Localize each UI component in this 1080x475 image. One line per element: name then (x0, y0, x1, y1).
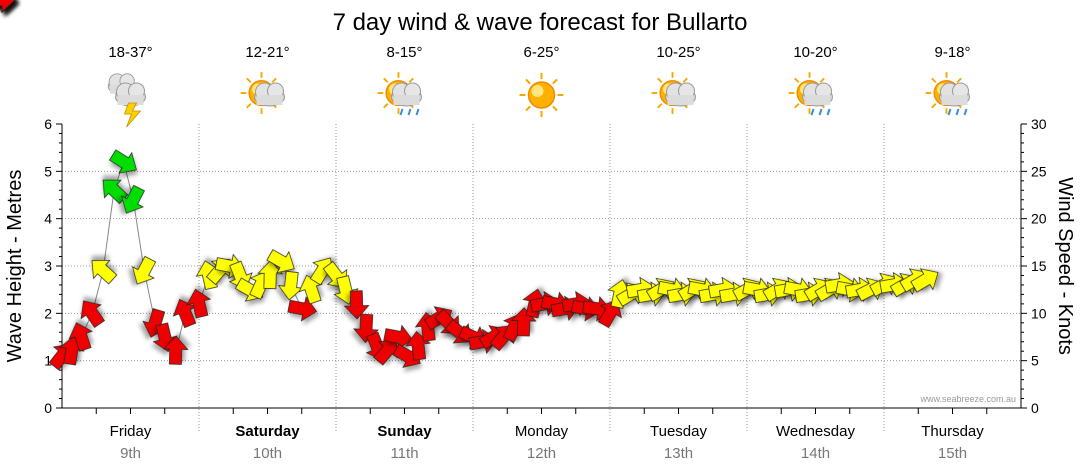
storm-icon (107, 73, 146, 128)
wind-arrow (80, 300, 105, 328)
day-date: 10th (253, 445, 282, 462)
right-tick-label: 0 (1031, 400, 1039, 416)
rain-drop (947, 108, 952, 116)
right-axis-ticks: 0 5 10 15 20 25 30 (1021, 116, 1047, 416)
wind-arrow (91, 260, 118, 285)
right-tick-label: 30 (1031, 116, 1047, 132)
wind-arrow (186, 288, 212, 319)
day-date: 9th (120, 445, 141, 462)
cloud-shape (939, 82, 970, 107)
left-tick-label: 0 (44, 400, 52, 416)
y-axis-label-left: Wave Height - Metres (4, 170, 26, 363)
day-name: Tuesday (650, 423, 707, 440)
day-name: Saturday (235, 423, 300, 440)
day-name: Friday (110, 423, 152, 440)
day-date: 15th (938, 445, 967, 462)
showers-icon (924, 71, 970, 116)
day-temperature: 8-15° (386, 44, 422, 61)
cloud-shape (391, 82, 422, 107)
left-tick-label: 4 (44, 211, 52, 227)
left-tick-label: 5 (44, 163, 52, 179)
partly-cloudy-icon (650, 71, 696, 115)
right-tick-label: 20 (1031, 211, 1047, 227)
day-temperature: 10-20° (793, 44, 837, 61)
y-axis-label-right: Wind Speed - Knots (1054, 177, 1076, 355)
cloud-shape (802, 82, 833, 107)
day-labels: Friday 9th Saturday 10th Sunday 11th Monday 12t… (110, 423, 985, 462)
right-tick-label: 25 (1031, 163, 1047, 179)
wind-arrow (102, 179, 129, 205)
cloud-shape (665, 82, 696, 107)
sunny-icon (518, 72, 565, 118)
rain-drop (415, 108, 420, 116)
day-date: 14th (801, 445, 830, 462)
wind-arrow (910, 268, 939, 293)
credit-text: www.seabreeze.com.au (919, 394, 1016, 404)
wave-height-line (61, 160, 935, 357)
wind-arrow (266, 249, 295, 274)
left-axis-ticks: 0 1 2 3 4 5 6 (44, 116, 62, 416)
wind-arrow (257, 259, 284, 290)
rain-drop (955, 108, 960, 116)
right-tick-label: 10 (1031, 305, 1047, 321)
wind-arrow (68, 322, 93, 352)
wind-arrows (0, 0, 939, 371)
day-date: 11th (390, 445, 418, 462)
chart-title: 7 day wind & wave forecast for Bullarto (333, 9, 748, 36)
lightning-shape (123, 102, 142, 128)
day-name: Thursday (921, 423, 984, 440)
rain-drop (407, 108, 412, 116)
left-tick-label: 1 (44, 353, 52, 369)
cloud-shape (254, 82, 285, 107)
rain-drop (963, 108, 968, 116)
showers-icon (376, 71, 422, 116)
day-temperature: 18-37° (108, 44, 152, 61)
day-headers: 18-37° 12-21° 8-15° 6-25° 10-25° 10-20° 9-18° (107, 44, 971, 128)
wind-arrow (343, 290, 370, 320)
rain-drop (818, 108, 823, 116)
day-name: Sunday (377, 423, 432, 440)
sun-shape (518, 72, 565, 118)
wind-arrow (108, 149, 137, 174)
rain-drop (810, 108, 815, 116)
right-tick-label: 5 (1031, 353, 1039, 369)
wind-arrow (162, 335, 189, 365)
wind-arrow (132, 255, 157, 285)
day-name: Monday (515, 423, 569, 440)
day-temperature: 6-25° (523, 44, 559, 61)
right-tick-label: 15 (1031, 258, 1047, 274)
rain-drop (399, 108, 404, 116)
showers-icon (787, 71, 833, 116)
day-temperature: 12-21° (245, 44, 289, 61)
day-temperature: 10-25° (656, 44, 700, 61)
cloud-shape (115, 82, 146, 107)
wind-arrow (120, 184, 145, 214)
day-date: 13th (664, 445, 693, 462)
partly-cloudy-icon (239, 71, 285, 115)
day-name: Wednesday (776, 423, 855, 440)
left-tick-label: 3 (44, 258, 52, 274)
left-tick-label: 6 (44, 116, 52, 132)
x-axis-ticks (95, 408, 988, 414)
rain-drop (826, 108, 831, 116)
wind-arrow (277, 270, 304, 301)
day-date: 12th (527, 445, 556, 462)
day-temperature: 9-18° (934, 44, 970, 61)
left-tick-label: 2 (44, 305, 52, 321)
wind-arrow (383, 324, 414, 350)
wind-arrow (0, 0, 16, 13)
